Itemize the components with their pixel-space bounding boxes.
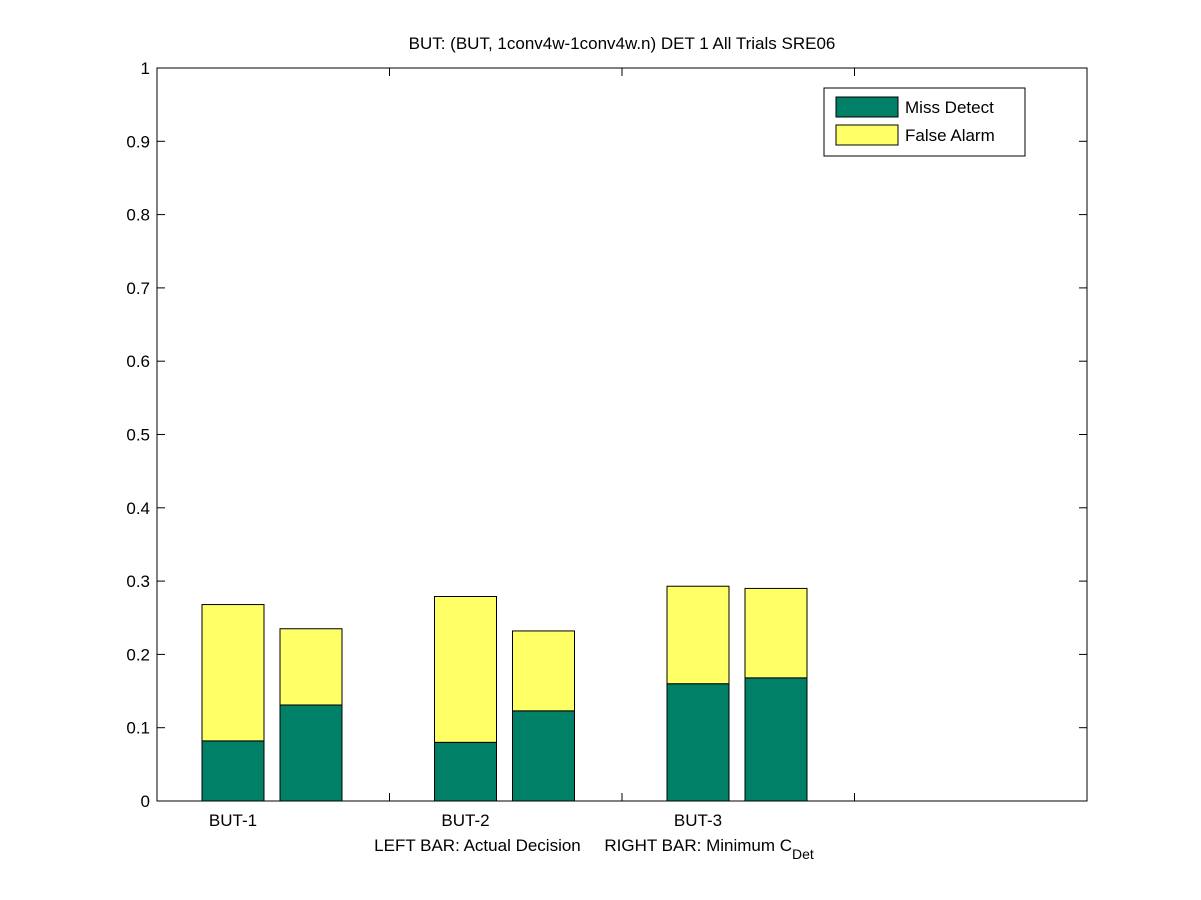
x-tick-label-0: BUT-1	[209, 811, 257, 830]
y-tick-label-0: 0	[141, 792, 150, 811]
bar-but-3-right-false-alarm	[744, 587, 808, 679]
x-axis-label-subscript: Det	[792, 846, 814, 862]
y-tick-label-8: 0.8	[126, 206, 150, 225]
bar-but-3-right-miss-detect	[744, 677, 808, 802]
bars	[201, 585, 808, 802]
y-tick-label-7: 0.7	[126, 279, 150, 298]
bar-but-1-left-false-alarm	[201, 604, 265, 742]
bar-but-1-right-miss-detect	[279, 704, 343, 802]
axis-ticks: 0 0.1 0.2 0.3 0.4 0.5 0.6 0.7 0.8 0.9 1	[126, 59, 1087, 811]
legend-swatch-0	[835, 96, 899, 118]
x-tick-labels: BUT-1 BUT-2 BUT-3	[209, 811, 722, 830]
bar-but-2-left-miss-detect	[434, 741, 497, 802]
x-tick-label-1: BUT-2	[441, 811, 489, 830]
bar-but-2-right-false-alarm	[512, 630, 575, 712]
legend-label-0: Miss Detect	[905, 98, 994, 117]
y-tick-label-10: 1	[141, 59, 150, 78]
plot-area-frame	[156, 67, 1088, 802]
legend-label-1: False Alarm	[905, 126, 995, 145]
y-tick-label-5: 0.5	[126, 426, 150, 445]
bar-but-3-left-miss-detect	[666, 683, 730, 802]
y-tick-label-9: 0.9	[126, 132, 150, 151]
x-tick-label-2: BUT-3	[674, 811, 722, 830]
x-axis-label-main: LEFT BAR: Actual Decision RIGHT BAR: Min…	[374, 836, 792, 855]
y-tick-label-1: 0.1	[126, 719, 150, 738]
legend-swatch-1	[835, 124, 899, 146]
y-tick-label-4: 0.4	[126, 499, 150, 518]
bar-but-3-left-false-alarm	[666, 585, 730, 685]
bar-but-2-right-miss-detect	[512, 710, 575, 802]
bar-but-1-right-false-alarm	[279, 628, 343, 706]
bar-but-1-left-miss-detect	[201, 740, 265, 802]
x-axis-label: LEFT BAR: Actual Decision RIGHT BAR: Min…	[374, 836, 814, 862]
bar-but-2-left-false-alarm	[434, 595, 497, 743]
y-tick-label-2: 0.2	[126, 645, 150, 664]
y-tick-label-6: 0.6	[126, 352, 150, 371]
legend: Miss Detect False Alarm	[823, 87, 1026, 157]
chart-title: BUT: (BUT, 1conv4w-1conv4w.n) DET 1 All …	[409, 34, 836, 53]
y-tick-label-3: 0.3	[126, 572, 150, 591]
